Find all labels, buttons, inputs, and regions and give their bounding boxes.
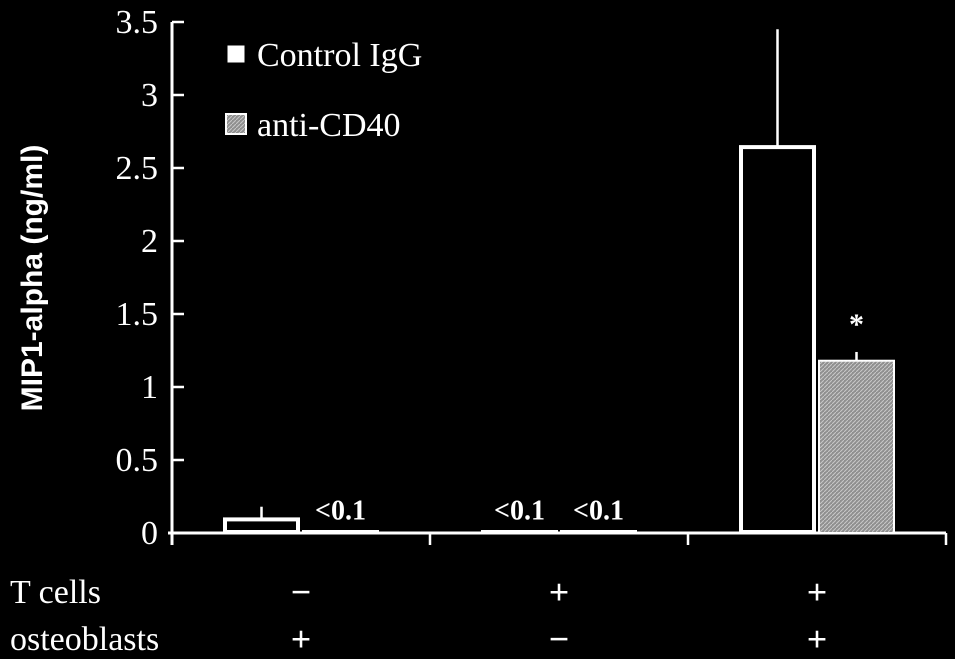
y-tick-label: 0	[141, 515, 158, 552]
legend-label-anti-cd40: anti-CD40	[257, 107, 401, 144]
y-tick-label: 1	[141, 369, 158, 406]
bar-inner-control-igg-2	[743, 149, 812, 530]
y-tick-label: 2.5	[116, 150, 159, 187]
group-t-cells-value: −	[291, 572, 312, 612]
bar-label: *	[849, 308, 864, 341]
group-osteoblasts-value: +	[807, 619, 828, 659]
bar-label: <0.1	[494, 496, 545, 527]
bar-anti-cd40-1	[560, 530, 637, 534]
bar-anti-cd40-2	[818, 359, 895, 534]
y-tick-label: 3	[141, 77, 158, 114]
y-tick-label: 1.5	[116, 296, 159, 333]
bar-label: <0.1	[573, 496, 624, 527]
group-t-cells-value: +	[807, 572, 828, 612]
y-tick-label: 2	[141, 223, 158, 260]
bar-label: <0.1	[315, 496, 366, 527]
legend-swatch-control-igg	[224, 42, 248, 66]
plot-area: 0 0.5 1 1.5 2 2.5 3 3.5 <0.1 <0.1 <0.1 * − + + − + +	[116, 4, 948, 659]
legend-label-control-igg: Control IgG	[257, 37, 422, 74]
row-label-t-cells: T cells	[10, 574, 101, 611]
group-t-cells-value: +	[549, 572, 570, 612]
legend-swatch-anti-cd40	[225, 113, 247, 135]
group-osteoblasts-value: +	[291, 619, 312, 659]
bar-control-igg-1	[481, 530, 558, 534]
bar-inner-control-igg-0	[227, 521, 296, 530]
group-osteoblasts-value: −	[549, 619, 570, 659]
bar-anti-cd40-0	[302, 530, 379, 534]
y-tick-label: 0.5	[116, 442, 159, 479]
legend: Control IgG anti-CD40	[224, 37, 422, 144]
y-tick-label: 3.5	[116, 4, 159, 41]
y-axis-label: MIP1-alpha (ng/ml)	[16, 145, 49, 412]
row-label-osteoblasts: osteoblasts	[10, 621, 159, 658]
